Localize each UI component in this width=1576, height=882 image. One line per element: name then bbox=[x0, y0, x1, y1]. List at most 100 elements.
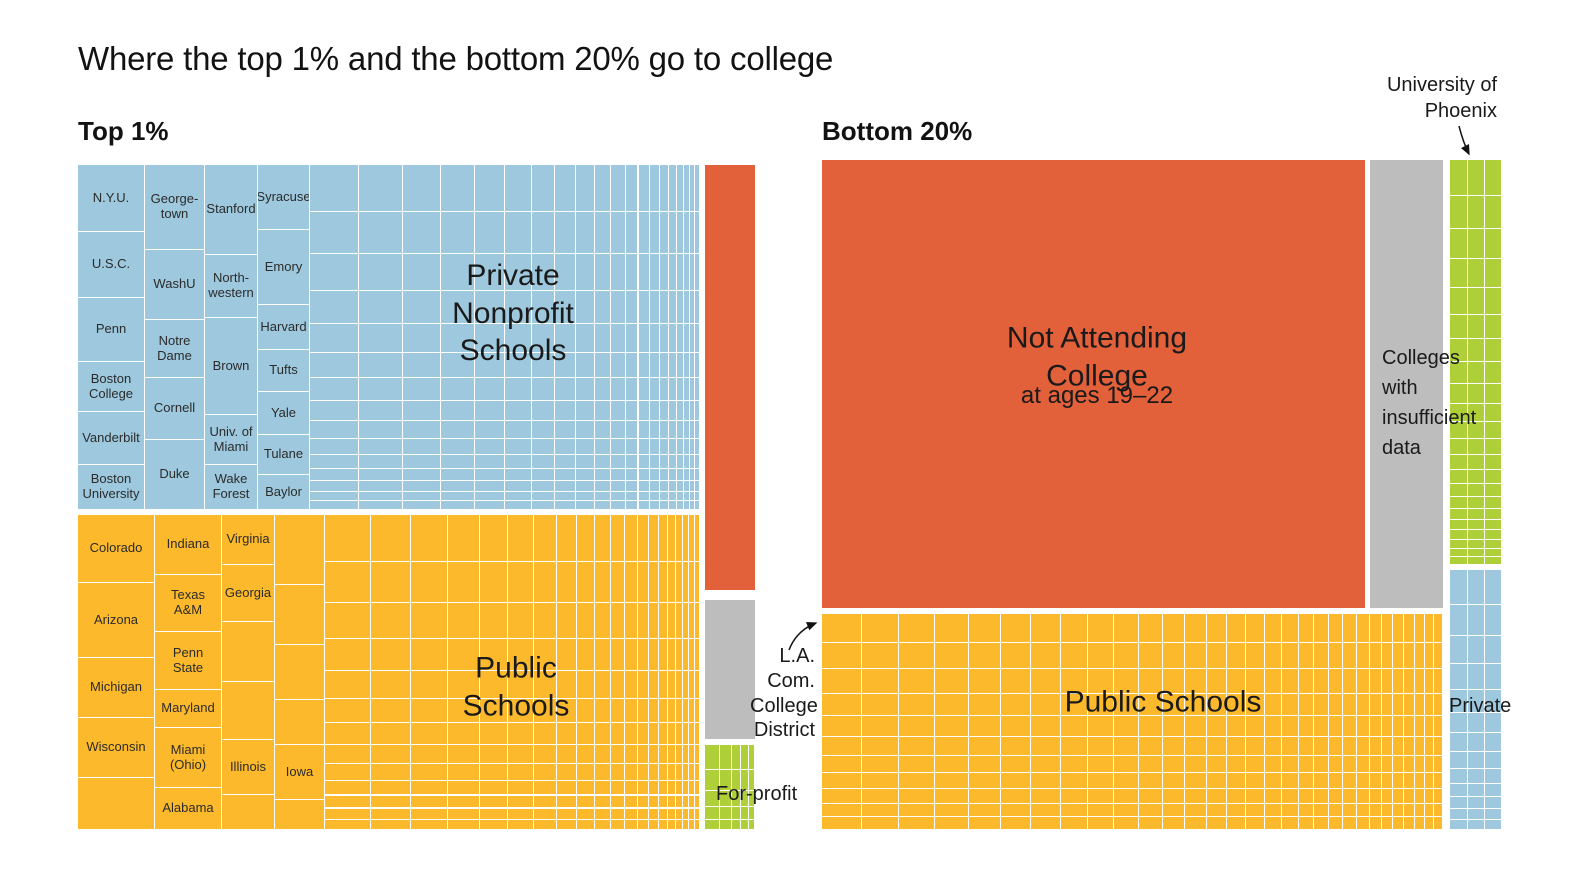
treemap-cell bbox=[555, 212, 576, 254]
region-bottom20-public-schools: Public Schools bbox=[822, 614, 1443, 830]
treemap-cell bbox=[610, 763, 625, 780]
treemap-cell bbox=[659, 323, 668, 352]
treemap-cell bbox=[1450, 508, 1468, 519]
treemap-cell bbox=[1206, 614, 1227, 642]
treemap-cell bbox=[1424, 614, 1434, 642]
treemap-cell bbox=[555, 421, 576, 438]
treemap-cell bbox=[1185, 642, 1206, 669]
treemap-cell bbox=[556, 744, 576, 763]
treemap-cell bbox=[822, 614, 861, 642]
treemap-cell bbox=[508, 780, 533, 795]
treemap-cell bbox=[1227, 789, 1246, 803]
treemap-cell bbox=[611, 421, 625, 438]
treemap-cell bbox=[508, 795, 533, 808]
treemap-cell bbox=[1356, 755, 1369, 773]
treemap-cell bbox=[1393, 736, 1404, 755]
treemap-cell bbox=[1434, 755, 1442, 773]
treemap-cell bbox=[1314, 693, 1329, 716]
treemap-cell bbox=[1468, 548, 1485, 557]
treemap-cell bbox=[533, 780, 556, 795]
treemap-cell bbox=[576, 291, 594, 323]
treemap-cell bbox=[683, 291, 689, 323]
treemap-cell bbox=[611, 323, 625, 352]
treemap-cell bbox=[689, 744, 694, 763]
treemap-cell bbox=[1404, 614, 1414, 642]
treemap-cell-tulane: Tulane bbox=[258, 435, 309, 474]
treemap-cell bbox=[325, 780, 370, 795]
treemap-cell bbox=[1246, 614, 1264, 642]
treemap-cell bbox=[1369, 817, 1381, 829]
treemap-cell-syracuse: Syracuse bbox=[258, 165, 309, 229]
treemap-cell bbox=[1450, 422, 1468, 439]
treemap-cell bbox=[1343, 716, 1356, 736]
treemap-cell bbox=[594, 291, 611, 323]
treemap-cell bbox=[479, 670, 508, 698]
treemap-cell bbox=[1485, 664, 1501, 689]
treemap-cell bbox=[861, 736, 899, 755]
treemap-cell bbox=[934, 693, 968, 716]
treemap-cell bbox=[1468, 539, 1485, 548]
treemap-cell bbox=[1468, 259, 1485, 287]
treemap-cell bbox=[1434, 669, 1442, 693]
treemap-cell bbox=[611, 352, 625, 378]
treemap-cell bbox=[668, 480, 676, 491]
treemap-cell bbox=[556, 780, 576, 795]
treemap-cell bbox=[668, 491, 676, 501]
treemap-cell bbox=[1468, 604, 1485, 636]
treemap-cell bbox=[402, 291, 441, 323]
treemap-cell bbox=[1450, 636, 1468, 664]
treemap-cell-label: Texas A&M bbox=[171, 587, 205, 617]
treemap-cell bbox=[1343, 693, 1356, 716]
treemap-cell bbox=[1468, 570, 1485, 604]
treemap-cell bbox=[1264, 817, 1282, 829]
treemap-cell bbox=[576, 378, 594, 401]
treemap-cell bbox=[1381, 669, 1393, 693]
treemap-cell bbox=[638, 438, 649, 454]
treemap-cell bbox=[1424, 789, 1434, 803]
treemap-cell bbox=[594, 480, 611, 491]
treemap-cell bbox=[402, 378, 441, 401]
treemap-cell bbox=[310, 212, 359, 254]
treemap-cell bbox=[1485, 160, 1501, 195]
treemap-cell bbox=[310, 323, 359, 352]
treemap-cell bbox=[1369, 642, 1381, 669]
treemap-cell bbox=[576, 421, 594, 438]
treemap-cell bbox=[1282, 803, 1298, 817]
treemap-cell bbox=[1450, 195, 1468, 228]
treemap-cell bbox=[861, 817, 899, 829]
treemap-cell bbox=[683, 468, 689, 480]
treemap-cell bbox=[441, 254, 475, 291]
treemap-cell bbox=[594, 515, 610, 561]
treemap-cell bbox=[861, 803, 899, 817]
treemap-cell bbox=[1060, 736, 1088, 755]
treemap-cell bbox=[310, 501, 359, 509]
treemap-cell bbox=[1485, 339, 1501, 362]
treemap-cell bbox=[1282, 773, 1298, 789]
treemap-cell bbox=[1264, 755, 1282, 773]
treemap-cell bbox=[683, 670, 689, 698]
treemap-cell bbox=[689, 491, 695, 501]
treemap-cell bbox=[861, 789, 899, 803]
treemap-cell bbox=[576, 795, 594, 808]
treemap-cell bbox=[441, 378, 475, 401]
treemap-cell bbox=[934, 789, 968, 803]
treemap-cell bbox=[695, 401, 699, 421]
treemap-cell bbox=[676, 165, 683, 212]
treemap-cell bbox=[659, 670, 668, 698]
treemap-cell bbox=[668, 352, 676, 378]
treemap-cell bbox=[683, 254, 689, 291]
treemap-cell bbox=[625, 698, 637, 723]
treemap-cell bbox=[411, 561, 447, 602]
treemap-cell bbox=[1424, 803, 1434, 817]
treemap-cell bbox=[689, 438, 695, 454]
treemap-cell bbox=[668, 808, 675, 819]
treemap-cell bbox=[683, 378, 689, 401]
treemap-cell bbox=[676, 480, 683, 491]
treemap-cell bbox=[625, 480, 638, 491]
treemap-cell bbox=[505, 501, 531, 509]
treemap-cell bbox=[610, 723, 625, 744]
treemap-cell bbox=[1314, 773, 1329, 789]
treemap-cell bbox=[505, 323, 531, 352]
treemap-cell bbox=[1264, 773, 1282, 789]
treemap-cell bbox=[1404, 789, 1414, 803]
